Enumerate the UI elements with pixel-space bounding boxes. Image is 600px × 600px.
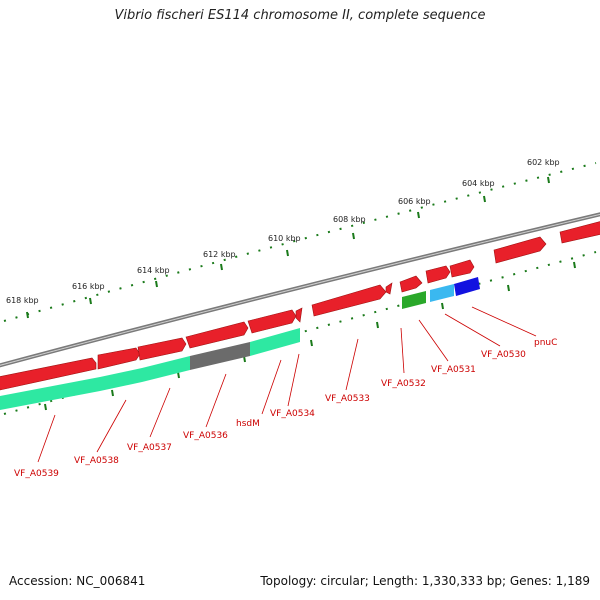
gene-label[interactable]: VF_A0534 xyxy=(270,409,315,419)
gene-arrow[interactable] xyxy=(97,347,141,370)
gene-arrow[interactable] xyxy=(399,275,423,293)
outer-scale-dots xyxy=(3,162,597,322)
gene-label[interactable]: hsdM xyxy=(236,419,260,429)
gene-arrow[interactable] xyxy=(559,221,600,244)
scale-label: 616 kbp xyxy=(72,282,105,291)
cds-block[interactable] xyxy=(430,284,454,302)
gene-arrow[interactable] xyxy=(311,284,387,317)
cds-block[interactable] xyxy=(100,368,142,391)
gene-arrow[interactable] xyxy=(0,357,97,391)
gene-label[interactable]: pnuC xyxy=(534,338,557,348)
accession-text: Accession: NC_006841 xyxy=(9,574,146,588)
gene-label[interactable]: VF_A0531 xyxy=(431,365,476,375)
cds-track xyxy=(0,277,480,410)
cds-block[interactable] xyxy=(454,277,480,296)
gene-arrow[interactable] xyxy=(185,321,249,349)
label-leader-lines xyxy=(37,306,537,463)
gene-arrow[interactable] xyxy=(295,307,303,323)
scale-label: 608 kbp xyxy=(333,215,366,224)
cds-block[interactable] xyxy=(190,342,250,370)
scale-label: 602 kbp xyxy=(527,158,560,167)
cds-block[interactable] xyxy=(0,377,100,410)
gene-track xyxy=(0,221,600,391)
genome-summary: Topology: circular; Length: 1,330,333 bp… xyxy=(260,574,590,588)
scale-label: 606 kbp xyxy=(398,197,431,206)
cds-block[interactable] xyxy=(250,328,300,356)
scale-label: 614 kbp xyxy=(137,266,170,275)
inner-scale-major-ticks xyxy=(44,261,576,411)
gene-arrow[interactable] xyxy=(137,337,187,361)
gene-label[interactable]: VF_A0536 xyxy=(183,431,228,441)
gene-label[interactable]: VF_A0530 xyxy=(481,350,526,360)
gene-arrow[interactable] xyxy=(493,236,547,264)
scale-label: 618 kbp xyxy=(6,296,39,305)
gene-label[interactable]: VF_A0539 xyxy=(14,469,59,479)
gene-arrow[interactable] xyxy=(385,282,393,295)
scale-label: 604 kbp xyxy=(462,179,495,188)
gene-arrow[interactable] xyxy=(449,259,475,278)
scale-label: 612 kbp xyxy=(203,250,236,259)
gene-label[interactable]: VF_A0538 xyxy=(74,456,119,466)
gene-arrow[interactable] xyxy=(425,265,451,284)
cds-block[interactable] xyxy=(142,356,190,382)
gene-label[interactable]: VF_A0532 xyxy=(381,379,426,389)
map-title: Vibrio fischeri ES114 chromosome II, com… xyxy=(114,8,486,23)
scale-label: 610 kbp xyxy=(268,234,301,243)
backbone-inner xyxy=(0,213,600,366)
cds-block[interactable] xyxy=(402,291,426,309)
gene-label[interactable]: VF_A0537 xyxy=(127,443,172,453)
gene-label[interactable]: VF_A0533 xyxy=(325,394,370,404)
outer-scale-major-ticks xyxy=(26,176,550,319)
gene-arrow[interactable] xyxy=(247,309,297,334)
